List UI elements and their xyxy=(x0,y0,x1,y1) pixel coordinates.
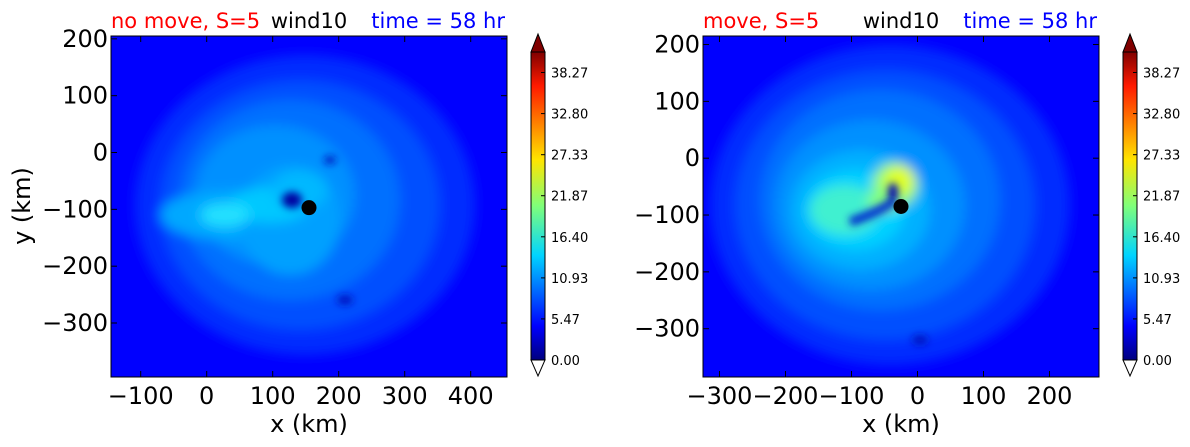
panel-move: move, S=5 wind10 time = 58 hr xyxy=(634,9,1180,438)
y-tick-label: −200 xyxy=(42,252,108,280)
x-tick-label: 0 xyxy=(199,382,214,410)
colorbar-tick-label: 0.00 xyxy=(551,354,580,369)
y-tick-label: −100 xyxy=(42,195,108,223)
title-center: wind10 xyxy=(271,9,347,33)
colorbar-tick-label: 32.80 xyxy=(551,108,588,123)
y-tick-label: 100 xyxy=(62,82,108,110)
colorbar-extend-min xyxy=(1122,359,1138,378)
colorbar-tick-label: 5.47 xyxy=(551,313,580,328)
x-tick-label: −100 xyxy=(108,382,174,410)
panel-no-move: no move, S=5 wind10 time = 58 hr xyxy=(8,9,588,438)
colorbar-extend-max xyxy=(530,32,546,53)
colorbar-extend-min xyxy=(530,359,546,378)
y-axis-label: y (km) xyxy=(8,167,36,245)
wind-field-plot xyxy=(703,36,1099,377)
x-tick-label: −300 xyxy=(687,382,753,410)
x-tick-label: 200 xyxy=(1027,382,1073,410)
x-tick-label: −100 xyxy=(819,382,885,410)
x-tick-label: 200 xyxy=(316,382,362,410)
colorbar-tick-label: 21.87 xyxy=(551,190,588,205)
colorbar-tick-label: 27.33 xyxy=(551,149,588,164)
title-center: wind10 xyxy=(863,9,939,33)
colorbar-tick-label: 27.33 xyxy=(1143,149,1180,164)
colorbar-tick-label: 5.47 xyxy=(1143,313,1172,328)
x-tick-label: 100 xyxy=(250,382,296,410)
colorbar-tick-label: 0.00 xyxy=(1143,354,1172,369)
colorbar-gradient xyxy=(530,51,546,361)
y-tick-label: 100 xyxy=(654,87,700,115)
x-axis-label: x (km) xyxy=(862,410,940,438)
x-tick-label: −200 xyxy=(753,382,819,410)
y-tick-label: −300 xyxy=(634,315,700,343)
y-tick-label: −100 xyxy=(634,201,700,229)
title-left: move, S=5 xyxy=(703,9,819,33)
colorbar-tick-label: 21.87 xyxy=(1143,190,1180,205)
colorbar-tick-label: 10.93 xyxy=(1143,272,1180,287)
colorbar-tick-label: 38.27 xyxy=(551,67,588,82)
x-tick-label: 400 xyxy=(448,382,494,410)
y-tick-label: 200 xyxy=(654,31,700,59)
title-right: time = 58 hr xyxy=(371,9,505,33)
colorbar-extend-max xyxy=(1122,32,1138,53)
storm-center-marker xyxy=(301,200,317,216)
colorbar-tick-label: 16.40 xyxy=(551,231,588,246)
y-tick-label: −200 xyxy=(634,258,700,286)
storm-center-marker xyxy=(893,199,909,214)
x-tick-label: 100 xyxy=(961,382,1007,410)
x-tick-label: 300 xyxy=(382,382,428,410)
colorbar-tick-label: 32.80 xyxy=(1143,108,1180,123)
colorbar-gradient xyxy=(1122,51,1138,361)
colorbar-tick-label: 16.40 xyxy=(1143,231,1180,246)
plot-frame xyxy=(702,35,1100,378)
title-left: no move, S=5 xyxy=(111,9,260,33)
y-tick-label: 0 xyxy=(93,139,108,167)
title-right: time = 58 hr xyxy=(963,9,1097,33)
x-axis-label: x (km) xyxy=(270,410,348,438)
y-tick-label: −300 xyxy=(42,309,108,337)
colorbar-tick-label: 10.93 xyxy=(551,272,588,287)
plot-frame xyxy=(110,35,508,378)
y-tick-label: 0 xyxy=(685,144,700,172)
colorbar-tick-label: 38.27 xyxy=(1143,67,1180,82)
colorbar: 0.00 5.47 10.93 16.40 21.87 27.33 32.80 38.27 xyxy=(1122,32,1180,378)
y-tick-label: 200 xyxy=(62,25,108,53)
colorbar: 0.00 5.47 10.93 16.40 21.87 27.33 32.80 38.27 xyxy=(530,32,588,378)
x-tick-label: 0 xyxy=(910,382,925,410)
